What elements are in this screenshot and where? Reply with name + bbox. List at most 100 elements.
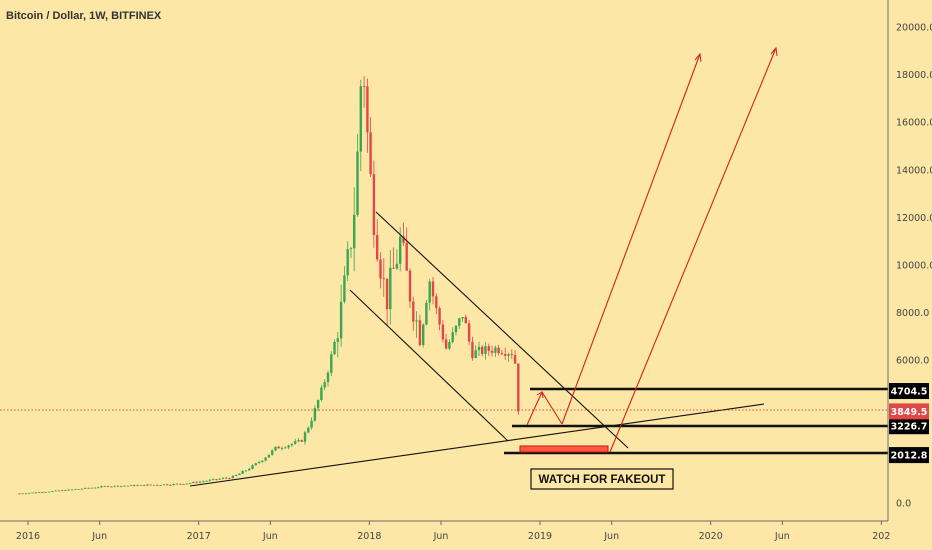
level-label-bg xyxy=(889,447,929,464)
candle-body xyxy=(143,484,146,486)
candle-body xyxy=(100,486,103,488)
candle-body xyxy=(405,242,408,271)
current-price-label: 3849.5 xyxy=(891,407,928,418)
candle-body xyxy=(313,408,317,421)
candle-body xyxy=(366,86,369,133)
candle-body xyxy=(422,324,425,345)
candle-body xyxy=(303,432,307,442)
candle-body xyxy=(431,281,435,297)
candle-body xyxy=(221,477,225,479)
support-trendline xyxy=(189,403,765,487)
candle-body xyxy=(74,489,77,490)
candle-body xyxy=(123,485,126,487)
candle-body xyxy=(31,492,34,494)
candle-body xyxy=(116,485,120,487)
candle-body xyxy=(359,86,362,152)
candle-body xyxy=(458,318,461,326)
candle-body xyxy=(120,485,123,487)
candle-body xyxy=(418,320,422,346)
candle-body xyxy=(195,481,198,483)
candle-body xyxy=(513,355,517,364)
candle-body xyxy=(103,486,106,487)
candle-body xyxy=(146,484,149,486)
candle-body xyxy=(471,341,474,359)
candle-body xyxy=(297,440,300,442)
candle-body xyxy=(333,341,336,355)
x-tick-label: Jun xyxy=(433,531,449,542)
candle-body xyxy=(294,441,297,444)
candle-body xyxy=(428,281,431,303)
candle-body xyxy=(231,475,234,479)
candle-body xyxy=(208,479,211,481)
candle-body xyxy=(412,301,415,322)
x-tick-label: Jun xyxy=(91,531,107,542)
candle-body xyxy=(461,317,464,319)
arrow-head-1 xyxy=(694,52,702,63)
candle-body xyxy=(500,353,504,354)
candle-body xyxy=(481,346,484,354)
annotation-text: WATCH FOR FAKEOUT xyxy=(539,474,666,486)
candle-body xyxy=(261,460,264,462)
current-price-label-bg xyxy=(889,403,929,420)
x-axis-ticks: 2016 Jun 2017 Jun 2018 Jun 2019 Jun 2020 Jun 202 xyxy=(16,521,890,542)
candle-body xyxy=(362,86,366,87)
candle-body xyxy=(34,492,38,494)
y-tick-label: 16000.0 xyxy=(896,118,932,129)
candle-body xyxy=(441,324,445,340)
candle-body xyxy=(320,387,323,400)
candle-body xyxy=(234,474,238,476)
candle-body xyxy=(110,486,113,488)
candle-body xyxy=(379,259,382,279)
candle-body xyxy=(172,483,175,485)
y-tick-label: 8000.0 xyxy=(896,308,929,319)
level-label-bg xyxy=(889,383,929,400)
x-tick-label: 2019 xyxy=(528,531,552,542)
candle-body xyxy=(326,372,330,383)
candle-body xyxy=(228,478,231,479)
candle-body xyxy=(179,483,182,485)
candle-body xyxy=(64,490,67,491)
candle-body xyxy=(133,485,136,486)
level-label-bg xyxy=(889,418,929,435)
candle-body xyxy=(136,485,139,486)
annotation-box xyxy=(530,468,674,490)
y-tick-label: 18000.0 xyxy=(896,70,932,81)
candle-body xyxy=(280,448,284,449)
candle-body xyxy=(211,479,215,480)
candle-body xyxy=(254,463,257,466)
candle-body xyxy=(159,485,162,486)
candle-body xyxy=(277,446,280,449)
candle-body xyxy=(41,492,44,493)
candle-body xyxy=(215,479,218,480)
candle-body xyxy=(490,350,494,353)
candle-body xyxy=(51,491,54,492)
candle-body xyxy=(448,342,451,349)
candle-body xyxy=(330,354,333,373)
candle-body xyxy=(244,470,248,472)
candle-body xyxy=(484,346,487,354)
candle-body xyxy=(369,132,372,175)
candle-body xyxy=(90,487,93,489)
y-tick-label: 12000.0 xyxy=(896,213,932,224)
candle-body xyxy=(382,278,385,280)
candle-body xyxy=(504,354,507,356)
candle-body xyxy=(307,427,310,433)
y-tick-label: 6000.0 xyxy=(896,356,929,367)
candle-body xyxy=(28,492,31,494)
candle-body xyxy=(80,488,83,490)
candle-body xyxy=(192,481,195,483)
candle-body xyxy=(166,484,169,486)
candle-body xyxy=(392,267,395,269)
candle-body xyxy=(44,492,47,493)
candle-body xyxy=(300,440,303,442)
candle-body xyxy=(188,483,192,484)
candle-body xyxy=(264,457,267,461)
y-tick-label: 14000.0 xyxy=(896,165,932,176)
candle-body xyxy=(349,248,353,250)
candle-body xyxy=(205,480,208,482)
candle-body xyxy=(451,332,454,343)
candle-body xyxy=(284,447,287,449)
y-tick-label: 10000.0 xyxy=(896,261,932,272)
y-tick-label: 20000.0 xyxy=(896,23,932,34)
